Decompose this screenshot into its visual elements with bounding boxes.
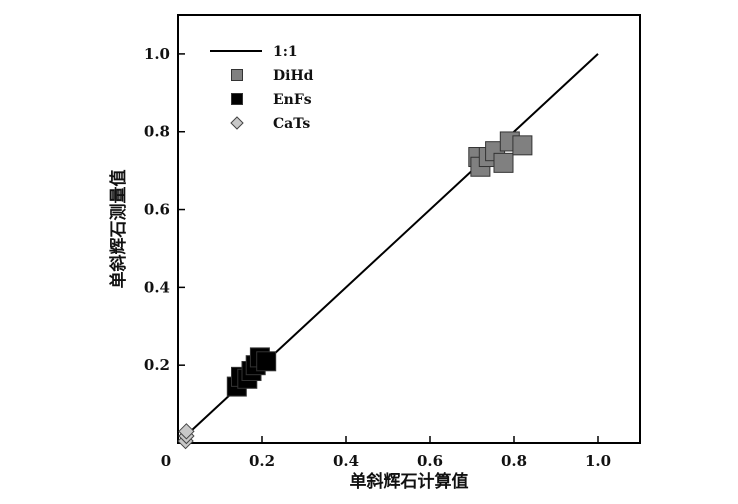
x-tick-label: 0.6 <box>417 452 443 470</box>
legend-label-1-1: 1:1 <box>273 44 298 60</box>
y-tick-label: 0.6 <box>144 201 170 219</box>
origin-label: 0 <box>161 452 171 470</box>
data-point-enfs <box>256 351 277 372</box>
y-tick-label: 0.4 <box>144 278 170 296</box>
data-point-dihd <box>493 152 514 173</box>
x-tick-label: 0.8 <box>501 452 527 470</box>
data-point-cats <box>178 423 195 440</box>
x-tick-label: 0.2 <box>249 452 275 470</box>
legend-swatch-cats <box>230 116 244 130</box>
y-tick-label: 1.0 <box>144 45 170 63</box>
plot-frame <box>177 14 641 444</box>
y-tick-label: 0.8 <box>144 123 170 141</box>
legend-swatch-dihd <box>231 69 243 81</box>
x-tick-label: 0.4 <box>333 452 359 470</box>
x-axis-title: 单斜辉石计算值 <box>350 471 469 492</box>
legend-label-dihd: DiHd <box>273 68 314 84</box>
y-axis-title: 单斜辉石测量值 <box>108 170 129 289</box>
x-tick-label: 1.0 <box>585 452 611 470</box>
legend-label-cats: CaTs <box>273 116 310 132</box>
legend-swatch-enfs <box>231 93 243 105</box>
y-tick-label: 0.2 <box>144 356 170 374</box>
data-point-dihd <box>512 135 533 156</box>
legend-label-enfs: EnFs <box>273 92 312 108</box>
